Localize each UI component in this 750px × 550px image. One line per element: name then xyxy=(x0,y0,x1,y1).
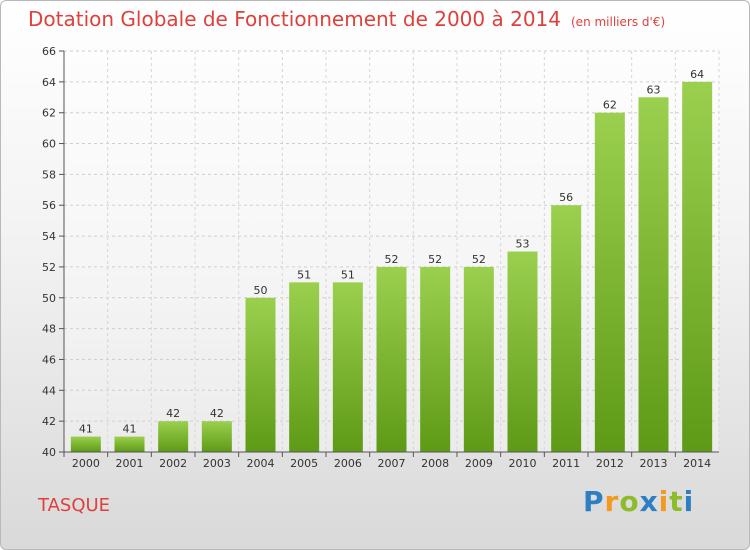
logo-letter: o xyxy=(619,485,640,518)
data-label: 51 xyxy=(297,268,311,281)
data-label: 56 xyxy=(559,191,573,204)
data-label: 52 xyxy=(428,253,442,266)
data-label: 41 xyxy=(123,423,137,436)
x-tick-label: 2005 xyxy=(290,457,318,470)
y-tick-label: 60 xyxy=(42,138,56,151)
data-label: 53 xyxy=(516,238,530,251)
x-tick-label: 2001 xyxy=(116,457,144,470)
y-tick-label: 46 xyxy=(42,353,56,366)
x-tick-label: 2003 xyxy=(203,457,231,470)
axes: 40 42 44 46 48 50 52 54 56 58 60 62 64 66 2000 2001 2002… xyxy=(42,45,719,470)
proxiti-logo: Proxiti xyxy=(583,485,694,518)
y-tick-label: 44 xyxy=(42,384,56,397)
logo-letter: r xyxy=(604,485,620,518)
bar xyxy=(158,421,189,452)
x-tick-label: 2007 xyxy=(378,457,406,470)
bar xyxy=(463,266,494,452)
y-tick-label: 50 xyxy=(42,292,56,305)
bar xyxy=(682,81,713,452)
x-tick-label: 2010 xyxy=(509,457,537,470)
data-label: 51 xyxy=(341,268,355,281)
data-label: 63 xyxy=(647,83,661,96)
commune-name: TASQUE xyxy=(38,495,111,516)
y-tick-label: 48 xyxy=(42,323,56,336)
x-tick-label: 2014 xyxy=(683,457,711,470)
bar xyxy=(245,297,276,452)
bar xyxy=(332,282,363,452)
logo-letter: i xyxy=(683,485,695,518)
chart-title: Dotation Globale de Fonctionnement de 20… xyxy=(28,7,665,31)
bar xyxy=(420,266,451,452)
chart-title-text: Dotation Globale de Fonctionnement de 20… xyxy=(28,7,561,31)
bar xyxy=(70,436,101,452)
y-tick-label: 52 xyxy=(42,261,56,274)
chart-subtitle: (en milliers d'€) xyxy=(571,15,666,29)
bar xyxy=(638,97,669,453)
logo-letter: x xyxy=(639,485,659,518)
data-label: 64 xyxy=(690,68,704,81)
bar xyxy=(201,421,232,452)
x-tick-label: 2008 xyxy=(421,457,449,470)
bar xyxy=(114,436,145,452)
data-label: 52 xyxy=(385,253,399,266)
y-tick-label: 56 xyxy=(42,199,56,212)
data-label: 50 xyxy=(254,284,268,297)
data-label: 62 xyxy=(603,99,617,112)
bar xyxy=(376,266,407,452)
y-tick-label: 40 xyxy=(42,446,56,459)
y-tick-label: 62 xyxy=(42,107,56,120)
bar xyxy=(289,282,320,452)
data-label: 41 xyxy=(79,423,93,436)
y-tick-label: 64 xyxy=(42,76,56,89)
data-label: 42 xyxy=(210,407,224,420)
bar xyxy=(594,112,625,452)
x-tick-label: 2004 xyxy=(247,457,275,470)
y-tick-label: 66 xyxy=(42,45,56,58)
x-tick-label: 2000 xyxy=(72,457,100,470)
logo-letter: t xyxy=(669,485,684,518)
x-tick-label: 2009 xyxy=(465,457,493,470)
y-tick-label: 42 xyxy=(42,415,56,428)
x-tick-label: 2002 xyxy=(159,457,187,470)
x-tick-label: 2012 xyxy=(596,457,624,470)
bar xyxy=(551,205,582,452)
bars: 41 41 42 42 50 51 51 52 52 52 53 56 62 63 64 xyxy=(70,68,713,453)
logo-letter: i xyxy=(658,485,670,518)
x-tick-label: 2011 xyxy=(552,457,580,470)
bar xyxy=(507,251,538,452)
data-label: 52 xyxy=(472,253,486,266)
y-tick-label: 58 xyxy=(42,168,56,181)
x-tick-label: 2006 xyxy=(334,457,362,470)
data-label: 42 xyxy=(166,407,180,420)
x-tick-label: 2013 xyxy=(640,457,668,470)
logo-letter: P xyxy=(583,485,605,518)
y-tick-label: 54 xyxy=(42,230,56,243)
